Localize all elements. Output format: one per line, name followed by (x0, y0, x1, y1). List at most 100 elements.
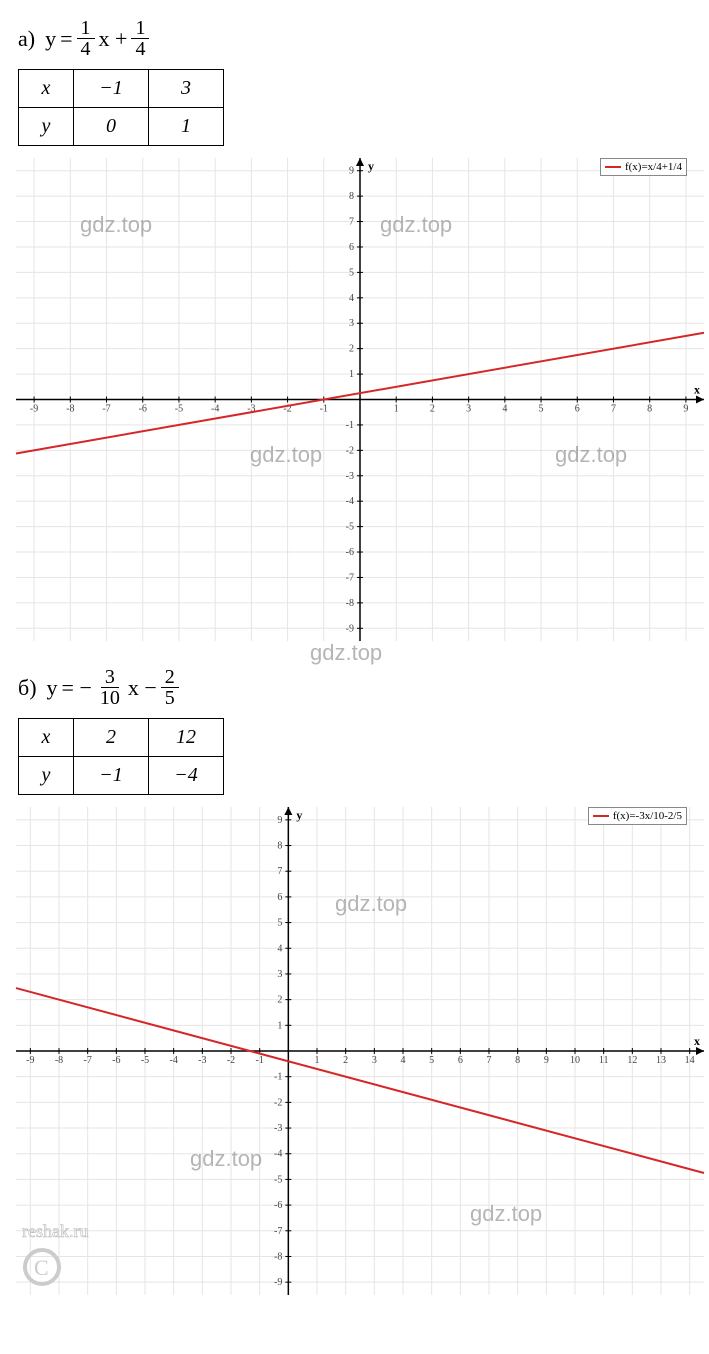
svg-text:5: 5 (349, 267, 354, 278)
eq-b: = − (62, 675, 92, 701)
svg-text:-2: -2 (227, 1055, 235, 1066)
frac2-a: 1 4 (131, 18, 149, 59)
cell: 3 (149, 70, 224, 108)
mid-a: x + (99, 26, 128, 52)
svg-text:1: 1 (315, 1055, 320, 1066)
table-row: x −1 3 (19, 70, 224, 108)
label-b: б) (18, 675, 37, 701)
svg-text:8: 8 (515, 1055, 520, 1066)
cell: 12 (149, 719, 224, 757)
mid-b: x − (128, 675, 157, 701)
cell: 0 (74, 108, 149, 146)
svg-text:-6: -6 (346, 547, 354, 558)
svg-text:-8: -8 (55, 1055, 63, 1066)
svg-text:-2: -2 (274, 1097, 282, 1108)
svg-text:1: 1 (277, 1020, 282, 1031)
svg-text:-4: -4 (274, 1149, 282, 1160)
svg-text:x: x (694, 383, 700, 397)
svg-text:-5: -5 (175, 404, 183, 415)
svg-text:y: y (296, 808, 302, 822)
svg-text:7: 7 (277, 866, 282, 877)
svg-text:2: 2 (277, 995, 282, 1006)
svg-text:12: 12 (627, 1055, 637, 1066)
svg-text:-8: -8 (274, 1251, 282, 1262)
svg-text:-3: -3 (274, 1123, 282, 1134)
svg-text:7: 7 (349, 217, 354, 228)
svg-text:1: 1 (349, 369, 354, 380)
svg-text:4: 4 (502, 404, 507, 415)
svg-text:9: 9 (277, 815, 282, 826)
svg-text:-9: -9 (346, 623, 354, 634)
svg-text:-1: -1 (274, 1072, 282, 1083)
svg-text:-2: -2 (346, 445, 354, 456)
svg-text:-1: -1 (255, 1055, 263, 1066)
svg-text:3: 3 (277, 969, 282, 980)
equation-a: а) y = 1 4 x + 1 4 (18, 18, 699, 59)
svg-text:13: 13 (656, 1055, 666, 1066)
svg-text:-1: -1 (346, 420, 354, 431)
svg-text:5: 5 (539, 404, 544, 415)
svg-text:-1: -1 (320, 404, 328, 415)
svg-text:4: 4 (401, 1055, 406, 1066)
svg-text:10: 10 (570, 1055, 580, 1066)
frac2-b: 2 5 (161, 667, 179, 708)
cell: −1 (74, 70, 149, 108)
svg-text:2: 2 (343, 1055, 348, 1066)
svg-text:6: 6 (458, 1055, 463, 1066)
cell: 1 (149, 108, 224, 146)
svg-text:-7: -7 (102, 404, 110, 415)
cell: −4 (149, 757, 224, 795)
chart-b-wrap: -9-8-7-6-5-4-3-2-11234567891011121314-9-… (10, 801, 699, 1301)
legend-b: f(x)=-3x/10-2/5 (588, 807, 687, 825)
svg-text:8: 8 (277, 841, 282, 852)
legend-text-b: f(x)=-3x/10-2/5 (613, 810, 682, 822)
svg-text:4: 4 (349, 293, 354, 304)
chart-a: -9-8-7-6-5-4-3-2-1123456789-9-8-7-6-5-4-… (10, 152, 709, 647)
cell-var: y (19, 757, 74, 795)
svg-text:3: 3 (372, 1055, 377, 1066)
chart-b: -9-8-7-6-5-4-3-2-11234567891011121314-9-… (10, 801, 709, 1301)
svg-text:-6: -6 (112, 1055, 120, 1066)
table-row: x 2 12 (19, 719, 224, 757)
svg-text:6: 6 (277, 892, 282, 903)
svg-text:-7: -7 (346, 572, 354, 583)
svg-text:7: 7 (487, 1055, 492, 1066)
svg-text:-6: -6 (274, 1200, 282, 1211)
svg-text:8: 8 (349, 191, 354, 202)
svg-text:-8: -8 (66, 404, 74, 415)
svg-text:x: x (694, 1034, 700, 1048)
svg-text:6: 6 (349, 242, 354, 253)
legend-text-a: f(x)=x/4+1/4 (625, 161, 682, 173)
cell-var: x (19, 719, 74, 757)
svg-text:-8: -8 (346, 598, 354, 609)
label-a: а) (18, 26, 35, 52)
svg-text:-3: -3 (198, 1055, 206, 1066)
svg-text:-9: -9 (274, 1277, 282, 1288)
svg-text:-5: -5 (141, 1055, 149, 1066)
lhs-b: y (47, 675, 58, 701)
svg-text:3: 3 (349, 318, 354, 329)
lhs-a: y (45, 26, 56, 52)
svg-text:-4: -4 (169, 1055, 177, 1066)
svg-text:-5: -5 (346, 522, 354, 533)
svg-text:6: 6 (575, 404, 580, 415)
svg-text:-7: -7 (83, 1055, 91, 1066)
legend-a: f(x)=x/4+1/4 (600, 158, 687, 176)
svg-text:-7: -7 (274, 1226, 282, 1237)
svg-text:14: 14 (685, 1055, 695, 1066)
table-row: y −1 −4 (19, 757, 224, 795)
svg-text:2: 2 (349, 344, 354, 355)
svg-text:-9: -9 (26, 1055, 34, 1066)
svg-text:11: 11 (599, 1055, 609, 1066)
svg-text:1: 1 (394, 404, 399, 415)
svg-text:5: 5 (429, 1055, 434, 1066)
svg-text:-3: -3 (346, 471, 354, 482)
legend-line-icon (593, 815, 609, 817)
svg-text:7: 7 (611, 404, 616, 415)
frac1-a: 1 4 (77, 18, 95, 59)
legend-line-icon (605, 166, 621, 168)
svg-text:-4: -4 (346, 496, 354, 507)
svg-text:3: 3 (466, 404, 471, 415)
cell: 2 (74, 719, 149, 757)
svg-text:-6: -6 (139, 404, 147, 415)
